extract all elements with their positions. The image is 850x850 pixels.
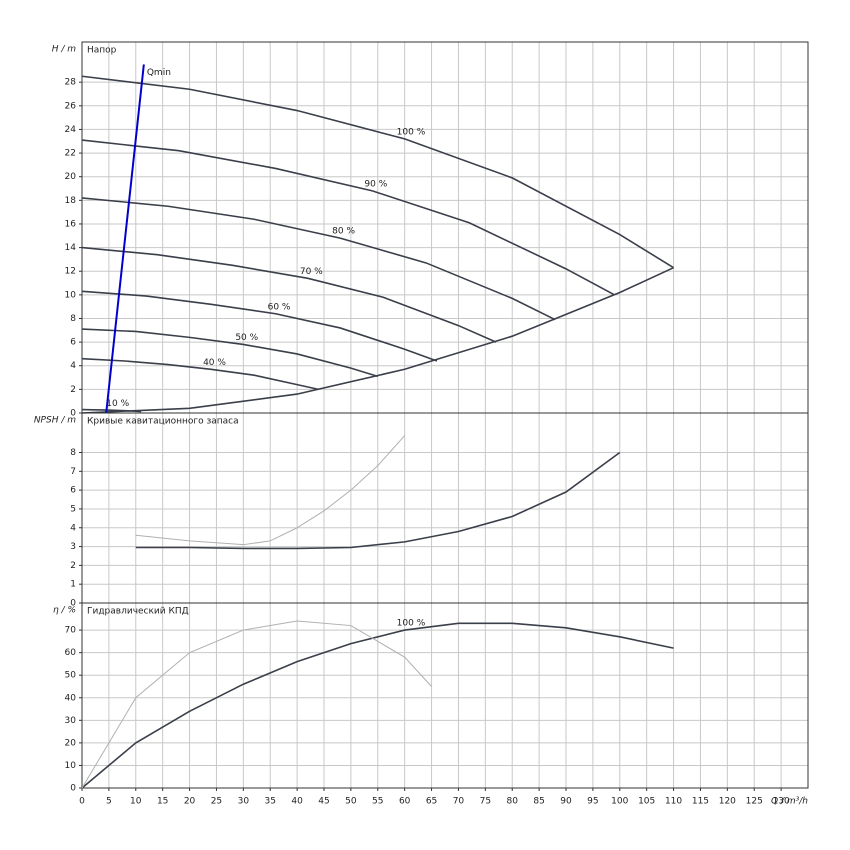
x-tick-label: 80 bbox=[506, 797, 518, 807]
panel-frame bbox=[81, 602, 809, 789]
x-tick-label: 110 bbox=[665, 797, 682, 807]
x-tick-label: 45 bbox=[318, 797, 329, 807]
x-tick-label: 125 bbox=[746, 797, 763, 807]
x-tick-label: 10 bbox=[130, 797, 142, 807]
y-tick-label: 8 bbox=[70, 448, 76, 458]
curve bbox=[135, 451, 621, 550]
curve-label: 100 % bbox=[397, 127, 426, 137]
y-tick-label: 10 bbox=[65, 290, 77, 300]
x-tick-label: 20 bbox=[184, 797, 196, 807]
x-tick-label: 115 bbox=[692, 797, 709, 807]
y-tick-label: 1 bbox=[70, 580, 76, 590]
curve bbox=[81, 290, 438, 362]
curve bbox=[81, 246, 497, 343]
y-tick-label: 0 bbox=[70, 409, 76, 419]
y-tick-label: 50 bbox=[65, 671, 77, 681]
y-tick-label: 2 bbox=[70, 385, 76, 395]
x-tick-label: 55 bbox=[372, 797, 383, 807]
y-tick-label: 5 bbox=[70, 504, 76, 514]
y-tick-label: 28 bbox=[65, 78, 77, 88]
curve bbox=[81, 197, 556, 321]
y-tick-label: 10 bbox=[65, 761, 77, 771]
x-tick-label: 50 bbox=[345, 797, 357, 807]
x-tick-label: 65 bbox=[426, 797, 437, 807]
y-axis-label: H / m bbox=[52, 45, 77, 55]
curve-label: 90 % bbox=[364, 179, 387, 189]
x-tick-label: 75 bbox=[480, 797, 491, 807]
curve bbox=[81, 620, 432, 789]
x-axis-label: Q / m³/h bbox=[771, 797, 808, 807]
y-tick-label: 8 bbox=[70, 314, 76, 324]
x-tick-label: 60 bbox=[399, 797, 411, 807]
curve-label: 80 % bbox=[332, 227, 355, 237]
y-tick-label: 16 bbox=[65, 219, 77, 229]
x-tick-label: 25 bbox=[211, 797, 222, 807]
y-tick-label: 6 bbox=[70, 486, 76, 496]
y-tick-label: 70 bbox=[65, 626, 77, 636]
y-tick-label: 0 bbox=[70, 784, 76, 794]
x-tick-label: 120 bbox=[719, 797, 736, 807]
curve bbox=[81, 622, 674, 789]
y-tick-label: 30 bbox=[65, 716, 77, 726]
x-tick-label: 40 bbox=[291, 797, 303, 807]
y-tick-label: 4 bbox=[70, 361, 76, 371]
y-tick-label: 60 bbox=[65, 648, 77, 658]
y-axis-label: η / % bbox=[53, 606, 76, 616]
y-tick-label: 26 bbox=[65, 101, 77, 111]
panel-title: Гидравлический КПД bbox=[87, 607, 189, 617]
y-tick-label: 6 bbox=[70, 338, 76, 348]
x-tick-label: 95 bbox=[587, 797, 598, 807]
curve bbox=[81, 139, 615, 296]
y-tick-label: 12 bbox=[65, 267, 76, 277]
y-tick-label: 24 bbox=[65, 125, 77, 135]
curve bbox=[105, 64, 145, 414]
curve bbox=[135, 435, 406, 546]
curve bbox=[81, 328, 379, 378]
y-tick-label: 14 bbox=[65, 243, 77, 253]
panel-title: Напор bbox=[87, 46, 117, 56]
curve bbox=[81, 357, 319, 391]
x-tick-label: 0 bbox=[79, 797, 85, 807]
curve bbox=[81, 75, 674, 269]
x-tick-label: 85 bbox=[533, 797, 544, 807]
y-tick-label: 20 bbox=[65, 738, 77, 748]
panel-frame bbox=[81, 412, 809, 604]
x-tick-label: 5 bbox=[106, 797, 112, 807]
curve-label: Qmin bbox=[147, 68, 171, 78]
y-tick-label: 7 bbox=[70, 467, 76, 477]
y-tick-label: 3 bbox=[70, 542, 76, 552]
curve-label: 70 % bbox=[300, 267, 323, 277]
curve-label: 10 % bbox=[106, 399, 129, 409]
x-tick-label: 70 bbox=[453, 797, 465, 807]
curve bbox=[81, 266, 674, 414]
panel-title: Кривые кавитационного запаса bbox=[87, 417, 239, 427]
x-tick-label: 90 bbox=[560, 797, 572, 807]
curve-label: 60 % bbox=[268, 302, 291, 312]
x-tick-label: 100 bbox=[611, 797, 628, 807]
y-tick-label: 22 bbox=[65, 149, 76, 159]
x-tick-label: 130 bbox=[773, 797, 790, 807]
y-axis-label: NPSH / m bbox=[34, 416, 76, 426]
curve-label: 40 % bbox=[203, 358, 226, 368]
x-tick-label: 15 bbox=[157, 797, 168, 807]
x-tick-label: 35 bbox=[264, 797, 275, 807]
y-tick-label: 40 bbox=[65, 693, 77, 703]
x-tick-label: 105 bbox=[638, 797, 655, 807]
curve-label: 100 % bbox=[397, 619, 426, 629]
x-tick-label: 30 bbox=[238, 797, 250, 807]
y-tick-label: 4 bbox=[70, 523, 76, 533]
y-tick-label: 0 bbox=[70, 599, 76, 609]
curve-label: 50 % bbox=[235, 333, 258, 343]
y-tick-label: 2 bbox=[70, 561, 76, 571]
y-tick-label: 20 bbox=[65, 172, 77, 182]
y-tick-label: 18 bbox=[65, 196, 77, 206]
